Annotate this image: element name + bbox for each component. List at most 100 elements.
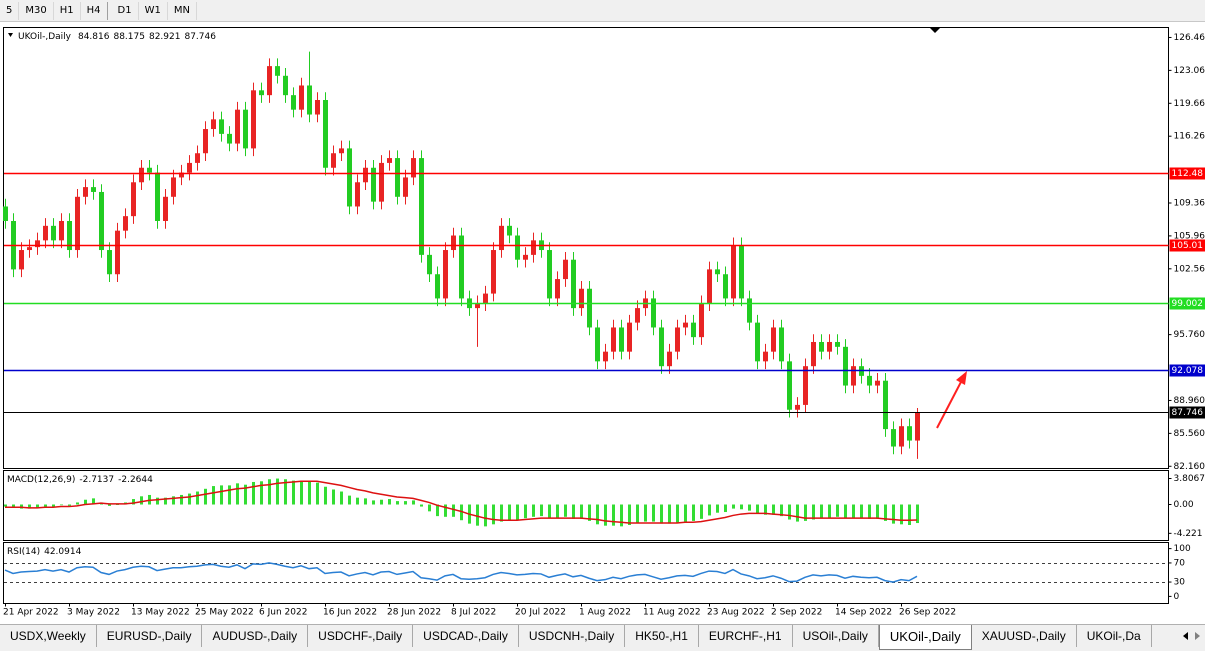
rsi-value: 42.0914 (44, 547, 81, 557)
macd-bar (412, 500, 415, 505)
macd-bar (276, 478, 279, 505)
tab-scroll-right[interactable] (1195, 632, 1200, 640)
macd-bar (356, 497, 359, 505)
candle-body (579, 288, 584, 309)
chart-tab[interactable]: UKOil-,Daily (878, 625, 972, 650)
macd-bar (700, 504, 703, 519)
candle-body (59, 220, 64, 241)
macd-bar (572, 504, 575, 519)
macd-bar (820, 504, 823, 519)
macd-bar (628, 504, 631, 525)
macd-bar (332, 489, 335, 505)
candle-body (515, 235, 520, 260)
y-tick-label: 95.760 (1174, 330, 1205, 340)
macd-bar (132, 499, 135, 505)
candle-body (907, 426, 912, 441)
y-tick-label: 109.360 (1174, 198, 1205, 208)
y-tick-label: 30 (1174, 578, 1186, 588)
macd-bar (500, 504, 503, 522)
timeframe-button[interactable]: M30 (19, 1, 54, 20)
chart-tab[interactable]: USDX,Weekly (0, 625, 97, 647)
macd-bar (636, 504, 639, 523)
candle-body (531, 240, 536, 255)
chart-tab[interactable]: UKOil-,Da (1077, 625, 1152, 647)
candle-body (555, 279, 560, 299)
macd-bar (652, 504, 655, 522)
tab-scroll-left[interactable] (1183, 632, 1188, 640)
macd-bar (732, 504, 735, 509)
macd-bar (36, 504, 39, 508)
candle-body (307, 85, 312, 115)
chart-tab[interactable]: USDCHF-,Daily (308, 625, 414, 647)
macd-bar (612, 504, 615, 526)
candle-body (627, 322, 632, 352)
rsi-line (4, 562, 918, 583)
candle-body (707, 269, 712, 304)
timeframe-button[interactable]: D1 (112, 1, 139, 20)
chart-tab[interactable]: XAUUSD-,Daily (972, 625, 1077, 647)
level-label: 87.746 (1172, 408, 1204, 418)
candle-body (91, 187, 96, 192)
macd-bar (676, 504, 679, 523)
macd-bar (748, 504, 751, 511)
macd-bar (92, 498, 95, 505)
candle-body (475, 303, 480, 309)
candle-body (715, 269, 720, 275)
macd-bar (476, 504, 479, 526)
timeframe-button[interactable]: 5 (0, 1, 20, 20)
level-label: 92.078 (1172, 366, 1204, 376)
chart-tab[interactable]: EURCHF-,H1 (699, 625, 793, 647)
chart-tab[interactable]: USDCNH-,Daily (519, 625, 626, 647)
macd-panel (3, 470, 1169, 541)
chart-tab[interactable]: AUDUSD-,Daily (202, 625, 309, 647)
chart-tab[interactable]: USDCAD-,Daily (413, 625, 519, 647)
chart-tab[interactable]: USOil-,Daily (793, 625, 879, 647)
candle-body (387, 158, 392, 163)
candle-body (483, 293, 488, 304)
chart-tab[interactable]: EURUSD-,Daily (97, 625, 203, 647)
macd-bar (860, 504, 863, 519)
candle-body (571, 259, 576, 309)
candle-body (219, 119, 224, 134)
macd-bar (796, 504, 799, 522)
rsi-header: RSI(14) 42.0914 (7, 547, 82, 557)
timeframe-button[interactable]: W1 (139, 1, 168, 20)
candle-body (363, 167, 368, 183)
macd-bar (708, 504, 711, 516)
y-tick-label: 100 (1174, 544, 1191, 554)
candle-body (163, 196, 168, 221)
y-tick-label: 3.8067 (1174, 474, 1205, 484)
timeframe-button[interactable]: MN (168, 1, 197, 20)
x-tick-label: 8 Jul 2022 (451, 608, 496, 618)
candle-body (659, 327, 664, 367)
tab-scroll[interactable] (1179, 626, 1205, 646)
candle-body (915, 412, 920, 441)
candle-body (747, 298, 752, 323)
candle-body (843, 346, 848, 386)
candle-body (395, 158, 400, 197)
candle-body (771, 327, 776, 352)
candle-body (35, 240, 40, 248)
level-label-box (1169, 167, 1205, 180)
macd-bar (564, 504, 567, 517)
macd-bar (780, 504, 783, 517)
candle-body (755, 322, 760, 362)
timeframe-button[interactable]: H1 (54, 1, 81, 20)
candle-body (795, 404, 800, 410)
macd-bar (204, 488, 207, 505)
macd-bar (76, 502, 79, 505)
level-label-box (1169, 297, 1205, 310)
candle-body (427, 254, 432, 275)
macd-bar (484, 504, 487, 527)
macd-bar (524, 504, 527, 519)
candle-body (899, 426, 904, 447)
candle-body (699, 303, 704, 338)
chart-tab[interactable]: HK50-,H1 (625, 625, 699, 647)
arrow-head (956, 371, 967, 385)
candle-body (75, 196, 80, 251)
candle-body (651, 298, 656, 328)
y-tick-label: 0.00 (1174, 500, 1194, 510)
timeframe-button[interactable]: H4 (81, 1, 108, 20)
candle-body (43, 225, 48, 241)
